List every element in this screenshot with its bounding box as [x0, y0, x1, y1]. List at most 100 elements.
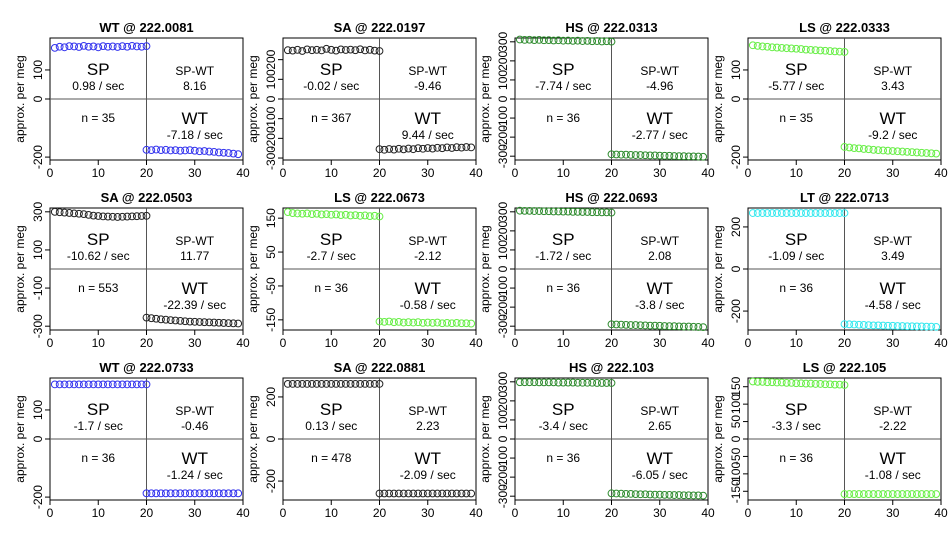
wt-data-point — [234, 319, 243, 328]
wt-data-point — [689, 491, 698, 500]
wt-data-point — [214, 489, 223, 498]
sp-data-point — [365, 212, 374, 221]
wt-data-point — [394, 317, 403, 326]
wt-label: WT — [880, 449, 906, 468]
sp-data-point — [375, 47, 384, 55]
sp-data-point — [540, 207, 548, 216]
wt-data-point — [375, 145, 384, 154]
sp-data-point — [602, 37, 611, 46]
sp-rate: 0.98 / sec — [72, 79, 124, 93]
wt-data-point — [855, 320, 863, 329]
wt-data-point — [699, 491, 708, 500]
y-tick-label: -200 — [496, 125, 510, 149]
wt-data-point — [438, 489, 447, 498]
wt-data-point — [864, 321, 873, 330]
sp-data-point — [554, 378, 563, 387]
wt-data-point — [655, 490, 664, 499]
wt-data-point — [205, 147, 214, 156]
wt-data-point — [380, 317, 389, 326]
sp-data-point — [559, 207, 568, 216]
wt-data-point — [840, 490, 849, 498]
sp-rate: -1.7 / sec — [74, 419, 123, 433]
wt-data-point — [157, 315, 165, 324]
y-tick-label: 200 — [496, 221, 510, 241]
wt-data-point — [641, 151, 650, 160]
chart-panel: HS @ 222.103 0 10 20 30 40 -300-200-100 0 100200… — [478, 360, 715, 520]
sp-data-point — [597, 37, 606, 46]
sp-data-point — [293, 45, 302, 54]
sp-data-point — [588, 208, 597, 217]
sp-data-point — [554, 36, 563, 45]
x-tick-label: 40 — [236, 506, 250, 520]
sp-data-point — [559, 36, 568, 45]
y-tick-label: 0 — [31, 435, 45, 442]
sp-data-point — [816, 380, 825, 388]
sp-rate: -2.7 / sec — [307, 249, 356, 263]
sp-data-point — [573, 207, 582, 216]
sp-data-point — [142, 42, 151, 51]
x-tick-label: 40 — [469, 336, 483, 350]
sp-data-point — [142, 380, 151, 389]
wt-data-point — [631, 321, 640, 329]
wt-data-point — [869, 321, 878, 330]
sp-data-point — [559, 378, 568, 387]
wt-data-point — [214, 318, 223, 327]
y-tick-label: 0 — [496, 95, 510, 102]
wt-data-point — [660, 151, 669, 160]
wt-data-point — [612, 150, 621, 159]
wt-data-point — [229, 489, 238, 498]
sp-data-point — [283, 379, 292, 388]
sp-data-point — [356, 45, 365, 54]
sp-data-point — [802, 45, 810, 54]
sp-data-point — [60, 380, 69, 389]
n-count: n = 478 — [311, 451, 352, 465]
sp-data-point — [303, 379, 312, 388]
spwt-value: -9.46 — [414, 79, 442, 93]
y-tick-label: -50 — [729, 447, 743, 465]
sp-data-point — [549, 36, 558, 45]
wt-data-point — [694, 323, 703, 331]
sp-data-point — [792, 379, 801, 388]
sp-data-point — [569, 207, 577, 216]
wt-data-point — [679, 491, 688, 500]
sp-data-point — [356, 211, 365, 220]
x-tick-label: 10 — [325, 166, 339, 180]
wt-data-point — [428, 318, 437, 327]
x-tick-label: 20 — [373, 336, 387, 350]
y-tick-label: -200 — [264, 469, 278, 493]
spwt-value: 11.77 — [180, 249, 209, 263]
wt-data-point — [219, 319, 228, 327]
sp-data-point — [830, 380, 839, 389]
sp-data-point — [607, 37, 616, 46]
x-tick-label: 30 — [421, 506, 435, 520]
x-tick-label: 0 — [47, 166, 54, 180]
sp-data-point — [748, 209, 757, 217]
wt-data-point — [908, 148, 916, 157]
sp-data-point — [806, 46, 815, 54]
sp-data-point — [540, 378, 548, 387]
wt-data-point — [409, 489, 418, 498]
sp-data-point — [60, 208, 69, 217]
sp-data-point — [835, 380, 844, 389]
n-count: n = 36 — [779, 451, 813, 465]
sp-label: SP — [320, 400, 343, 419]
sp-data-point — [816, 209, 825, 217]
sp-data-point — [322, 379, 331, 388]
n-count: n = 36 — [779, 281, 813, 295]
sp-data-point — [137, 212, 146, 220]
n-count: n = 36 — [546, 111, 580, 125]
chart-panel: LS @ 222.0673 0 10 20 30 40 -150 -50 50 150 approx… — [246, 190, 483, 350]
x-tick-label: 40 — [701, 336, 715, 350]
wt-data-point — [224, 489, 233, 498]
wt-data-point — [390, 318, 398, 327]
wt-data-point — [932, 322, 941, 331]
sp-data-point — [317, 379, 326, 388]
sp-data-point — [564, 207, 572, 216]
sp-data-point — [763, 42, 772, 51]
sp-data-point — [361, 211, 369, 220]
sp-data-point — [607, 379, 616, 387]
y-tick-label: -200 — [31, 485, 45, 509]
wt-data-point — [229, 149, 238, 158]
